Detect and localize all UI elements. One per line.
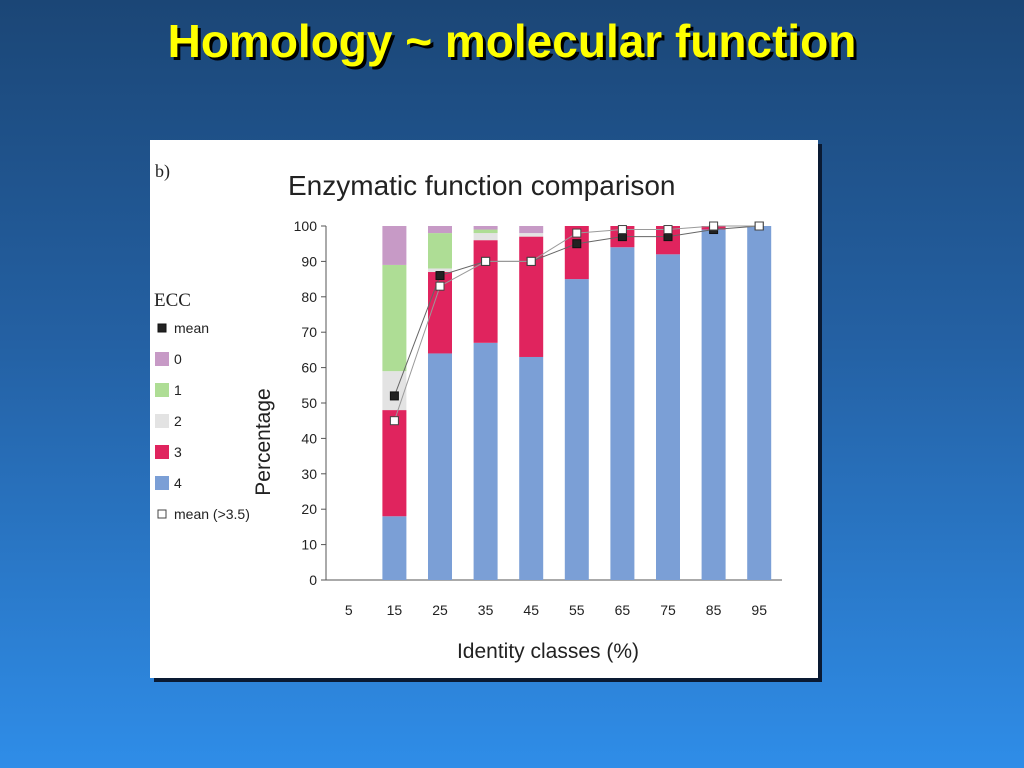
bar-segment [382, 371, 407, 411]
legend-swatch [155, 445, 169, 459]
y-tick-label: 90 [301, 253, 317, 269]
legend-label: mean [174, 320, 209, 336]
bar-segment [473, 233, 498, 241]
chart-markers [389, 221, 764, 426]
legend-label: 4 [174, 475, 182, 491]
y-tick-label: 0 [309, 572, 317, 588]
legend-swatch [157, 323, 167, 333]
mean-gt-marker [709, 221, 719, 231]
y-tick-label: 50 [301, 395, 317, 411]
y-tick-label: 30 [301, 466, 317, 482]
bar-segment [701, 229, 726, 580]
bar-segment [519, 356, 544, 580]
mean-gt-marker [572, 228, 582, 238]
mean-gt-marker [389, 416, 399, 426]
chart-title: Enzymatic function comparison [288, 170, 676, 201]
mean-gt-marker [481, 256, 491, 266]
x-tick-label: 15 [387, 602, 403, 618]
legend-label: 0 [174, 351, 182, 367]
x-tick-label: 65 [615, 602, 631, 618]
legend-swatch [155, 414, 169, 428]
legend-label: 1 [174, 382, 182, 398]
x-tick-label: 35 [478, 602, 494, 618]
x-tick-label: 95 [751, 602, 767, 618]
legend-label: mean (>3.5) [174, 506, 250, 522]
bar-segment [610, 247, 635, 580]
bar-segment [519, 236, 544, 357]
bar-segment [428, 233, 452, 269]
bar-segment [428, 353, 452, 580]
bar-segment [382, 226, 407, 265]
y-tick-label: 70 [301, 324, 317, 340]
bar-segment [382, 264, 407, 372]
x-tick-label: 75 [660, 602, 676, 618]
bar-segment [473, 229, 498, 234]
bar-segment [473, 240, 498, 343]
bar-segment [473, 342, 498, 580]
figure-panel: b) Enzymatic function comparison ECC Per… [150, 140, 818, 678]
chart-axes: 0 10 20 30 40 50 60 70 80 90 100 5 15 25 35 45 55 65 75 85 9… [294, 218, 782, 618]
y-tick-label: 60 [301, 360, 317, 376]
x-tick-label: 45 [523, 602, 539, 618]
x-tick-label: 85 [706, 602, 722, 618]
mean-marker [572, 239, 582, 249]
bar-segment [428, 268, 452, 273]
y-tick-label: 20 [301, 501, 317, 517]
bar-segment [656, 254, 680, 580]
y-tick-label: 100 [294, 218, 318, 234]
bar-segment [382, 410, 407, 517]
y-axis-label: Percentage [252, 388, 275, 495]
y-tick-label: 10 [301, 537, 317, 553]
mean-gt-marker [754, 221, 764, 231]
y-tick-label: 80 [301, 289, 317, 305]
legend-swatch [157, 509, 167, 519]
bar-segment [564, 279, 589, 580]
chart-bars [382, 226, 772, 580]
x-tick-label: 25 [432, 602, 448, 618]
mean-marker [389, 391, 399, 401]
chart-legend: mean 0 1 2 3 4 mean (>3.5) [155, 320, 250, 522]
bar-segment [473, 226, 498, 230]
legend-label: 3 [174, 444, 182, 460]
mean-gt-marker [526, 256, 536, 266]
bar-segment [519, 233, 544, 237]
legend-title: ECC [154, 290, 191, 311]
legend-swatch [155, 383, 169, 397]
bar-segment [747, 226, 772, 580]
bar-segment [382, 516, 407, 580]
mean-gt-marker [617, 225, 627, 235]
mean-gt-marker [435, 281, 445, 291]
legend-label: 2 [174, 413, 182, 429]
x-tick-label: 5 [345, 602, 353, 618]
slide-title: Homology ~ molecular function [167, 15, 857, 67]
mean-marker [435, 271, 445, 281]
bar-segment [428, 226, 452, 234]
legend-swatch [155, 352, 169, 366]
y-tick-label: 40 [301, 430, 317, 446]
panel-label: b) [155, 161, 170, 182]
enzymatic-function-chart: b) Enzymatic function comparison ECC Per… [154, 161, 782, 663]
x-axis-label: Identity classes (%) [457, 640, 639, 663]
bar-segment [519, 226, 544, 234]
mean-gt-marker [663, 225, 673, 235]
x-tick-label: 55 [569, 602, 585, 618]
legend-swatch [155, 476, 169, 490]
